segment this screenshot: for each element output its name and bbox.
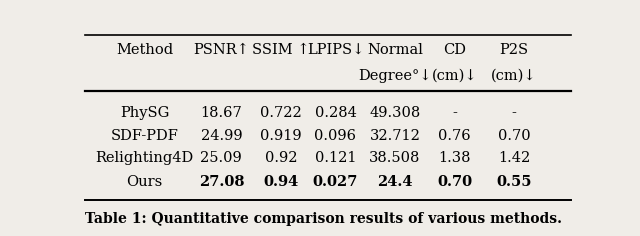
Text: Degree°↓: Degree°↓ (358, 69, 432, 83)
Text: -: - (452, 106, 457, 120)
Text: -: - (511, 106, 516, 120)
Text: Ours: Ours (126, 175, 163, 189)
Text: 24.99: 24.99 (200, 129, 242, 143)
Text: 38.508: 38.508 (369, 151, 420, 165)
Text: (cm)↓: (cm)↓ (491, 69, 537, 83)
Text: P2S: P2S (499, 43, 529, 57)
Text: 0.94: 0.94 (263, 175, 298, 189)
Text: 0.55: 0.55 (496, 175, 532, 189)
Text: SDF-PDF: SDF-PDF (111, 129, 179, 143)
Text: 0.919: 0.919 (260, 129, 301, 143)
Text: (cm)↓: (cm)↓ (431, 69, 477, 83)
Text: 0.027: 0.027 (313, 175, 358, 189)
Text: 32.712: 32.712 (369, 129, 420, 143)
Text: 0.76: 0.76 (438, 129, 471, 143)
Text: Table 1: Quantitative comparison results of various methods.: Table 1: Quantitative comparison results… (85, 212, 562, 226)
Text: 0.284: 0.284 (314, 106, 356, 120)
Text: Relighting4D: Relighting4D (95, 151, 194, 165)
Text: 0.096: 0.096 (314, 129, 356, 143)
Text: 1.38: 1.38 (438, 151, 471, 165)
Text: 24.4: 24.4 (377, 175, 413, 189)
Text: Normal: Normal (367, 43, 423, 57)
Text: PSNR↑: PSNR↑ (193, 43, 250, 57)
Text: LPIPS↓: LPIPS↓ (307, 43, 364, 57)
Text: CD: CD (443, 43, 466, 57)
Text: Method: Method (116, 43, 173, 57)
Text: 25.09: 25.09 (200, 151, 242, 165)
Text: SSIM ↑: SSIM ↑ (252, 43, 310, 57)
Text: 1.42: 1.42 (498, 151, 530, 165)
Text: 0.121: 0.121 (315, 151, 356, 165)
Text: 0.70: 0.70 (437, 175, 472, 189)
Text: 49.308: 49.308 (369, 106, 420, 120)
Text: 0.722: 0.722 (260, 106, 301, 120)
Text: 27.08: 27.08 (198, 175, 244, 189)
Text: PhySG: PhySG (120, 106, 169, 120)
Text: 0.70: 0.70 (498, 129, 531, 143)
Text: 0.92: 0.92 (264, 151, 297, 165)
Text: 18.67: 18.67 (200, 106, 242, 120)
